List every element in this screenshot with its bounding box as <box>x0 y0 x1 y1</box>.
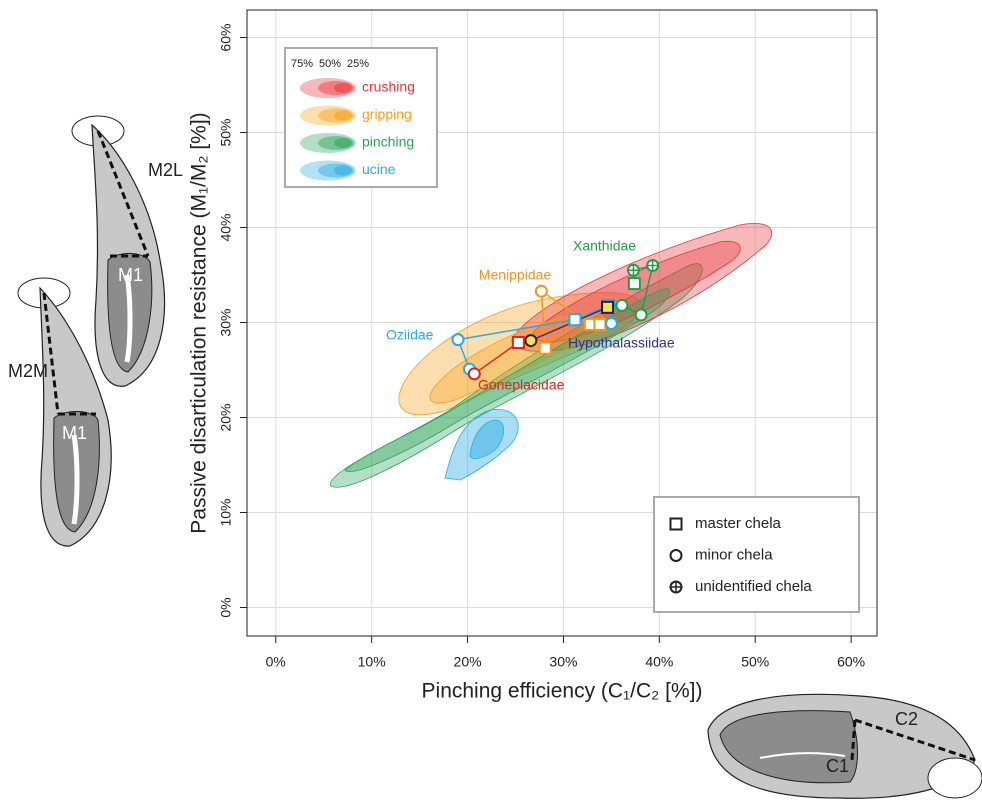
series-label: Xanthidae <box>573 238 636 254</box>
x-tick-label: 30% <box>549 654 577 670</box>
series-label: Menippidae <box>479 267 552 283</box>
marker <box>452 334 463 345</box>
point <box>594 319 605 330</box>
y-tick-label: 0% <box>218 597 234 617</box>
claw-diagram-side <box>708 694 982 798</box>
legend-level: 75% <box>291 58 313 70</box>
figure: Xanthidae Menippidae Oziidae Hypothalassiid… <box>0 0 982 810</box>
legend-label: master chela <box>695 515 782 532</box>
diagram-label: M1 <box>62 423 87 443</box>
marker <box>536 286 547 297</box>
legend-label: unidentified chela <box>695 578 812 595</box>
point <box>671 550 682 561</box>
point <box>629 278 640 289</box>
marker <box>671 550 682 561</box>
legend-label: pinching <box>362 134 414 150</box>
marker <box>594 319 605 330</box>
legend-level: 25% <box>347 58 369 70</box>
marker <box>540 343 551 354</box>
point <box>606 318 617 329</box>
diagram-label: M1 <box>118 265 143 285</box>
point <box>616 300 627 311</box>
diagram-label: C2 <box>895 709 918 729</box>
legend-label: crushing <box>362 79 415 95</box>
point <box>513 337 524 348</box>
diagram-label: M2M <box>8 361 48 381</box>
point <box>525 335 536 346</box>
x-tick-label: 10% <box>358 654 386 670</box>
point <box>602 302 613 313</box>
marker <box>616 300 627 311</box>
legend-swatch <box>334 111 352 121</box>
point <box>636 309 647 320</box>
claw-diagram-upper <box>72 116 165 386</box>
legend-label: minor chela <box>695 546 773 563</box>
shape <box>928 758 982 798</box>
x-tick-label: 20% <box>454 654 482 670</box>
y-tick-label: 50% <box>218 119 234 147</box>
marker <box>513 337 524 348</box>
marker <box>602 302 613 313</box>
point <box>647 260 658 271</box>
point <box>628 265 639 276</box>
point <box>540 343 551 354</box>
legend-label: ucine <box>362 161 396 177</box>
marker <box>525 335 536 346</box>
legend-swatch <box>334 83 352 93</box>
diagram-label: C1 <box>826 756 849 776</box>
marker <box>636 309 647 320</box>
legend-level: 50% <box>319 58 341 70</box>
x-tick-label: 50% <box>741 654 769 670</box>
series-label: Hypothalassiidae <box>568 335 675 351</box>
legend-label: gripping <box>362 106 412 122</box>
x-tick-label: 40% <box>645 654 673 670</box>
series-label: Goneplacidae <box>478 377 565 393</box>
y-tick-label: 40% <box>218 214 234 242</box>
marker <box>671 519 682 530</box>
y-tick-label: 20% <box>218 404 234 432</box>
point <box>671 582 682 593</box>
marker <box>569 314 580 325</box>
legend-swatch <box>334 138 352 148</box>
y-tick-label: 30% <box>218 309 234 337</box>
marker <box>606 318 617 329</box>
y-tick-label: 10% <box>218 498 234 526</box>
x-tick-label: 0% <box>266 654 286 670</box>
marker <box>629 278 640 289</box>
legend-swatch <box>334 166 352 176</box>
diagram-label: M2L <box>148 160 183 180</box>
series-label: Oziidae <box>386 327 434 343</box>
point <box>536 286 547 297</box>
point <box>452 334 463 345</box>
y-tick-label: 60% <box>218 24 234 52</box>
point <box>671 519 682 530</box>
point <box>569 314 580 325</box>
x-axis-label: Pinching efficiency (C₁/C₂ [%]) <box>422 680 703 703</box>
y-axis-label: Passive disarticulation resistance (M₁/M… <box>188 112 211 533</box>
x-tick-label: 60% <box>837 654 865 670</box>
